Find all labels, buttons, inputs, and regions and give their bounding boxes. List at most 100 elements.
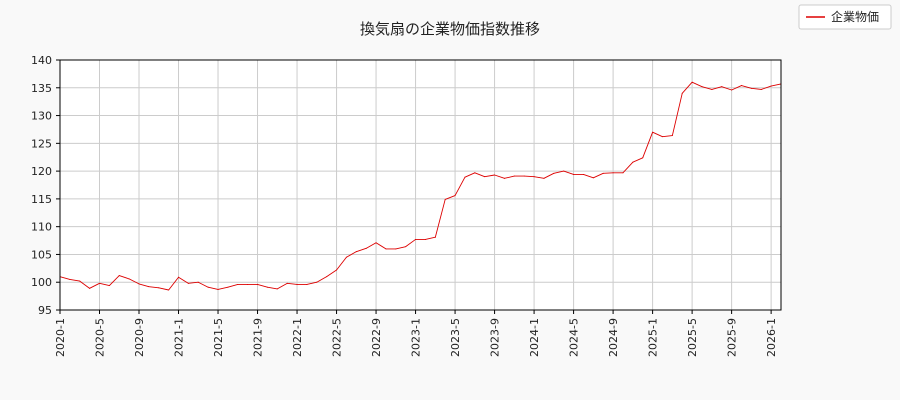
y-tick-label: 115 [31, 193, 52, 206]
data-point [385, 248, 387, 250]
plot-frame [59, 59, 782, 311]
x-tick-label: 2026-1 [765, 318, 778, 357]
y-tick-label: 130 [31, 110, 52, 123]
data-point [99, 282, 101, 284]
data-point [543, 177, 545, 179]
y-tick-label: 95 [38, 304, 52, 317]
data-point [444, 198, 446, 200]
data-point [345, 256, 347, 258]
data-point [770, 85, 772, 87]
data-point [484, 176, 486, 178]
x-tick-label: 2022-5 [331, 318, 344, 357]
plot-area [60, 60, 781, 310]
x-tick-label: 2023-5 [449, 318, 462, 357]
data-point [118, 275, 120, 277]
x-tick-label: 2020-1 [54, 318, 67, 357]
data-point [178, 276, 180, 278]
y-tick-label: 100 [31, 276, 52, 289]
x-tick-label: 2022-1 [291, 318, 304, 357]
data-point [355, 251, 357, 253]
data-point [69, 278, 71, 280]
data-point [158, 287, 160, 289]
y-tick-label: 120 [31, 165, 52, 178]
series-layer [59, 81, 782, 291]
data-point [533, 176, 535, 178]
data-point [365, 247, 367, 249]
data-point [306, 283, 308, 285]
data-point [652, 131, 654, 133]
data-point [582, 173, 584, 175]
data-point [553, 172, 555, 174]
x-tick-label: 2024-1 [528, 318, 541, 357]
data-point [138, 283, 140, 285]
data-point [464, 176, 466, 178]
data-point [642, 157, 644, 159]
data-point [296, 283, 298, 285]
data-point [750, 87, 752, 89]
x-tick-label: 2023-1 [410, 318, 423, 357]
data-point [563, 170, 565, 172]
data-point [187, 282, 189, 284]
data-point [592, 177, 594, 179]
data-point [632, 161, 634, 163]
data-point [474, 172, 476, 174]
data-point [257, 283, 259, 285]
data-point [266, 286, 268, 288]
axes: 95 100 105 110 115 120 125 130 135 140 2020-1 2020-… [31, 54, 778, 357]
data-point [217, 288, 219, 290]
x-tick-label: 2024-9 [607, 318, 620, 357]
data-point [108, 285, 110, 287]
data-point [336, 269, 338, 271]
x-tick-label: 2025-9 [726, 318, 739, 357]
data-point [622, 172, 624, 174]
data-point [276, 288, 278, 290]
data-point [424, 238, 426, 240]
data-point [227, 286, 229, 288]
data-point [513, 175, 515, 177]
data-point [573, 173, 575, 175]
data-point [247, 283, 249, 285]
chart-title: 換気扇の企業物価指数推移 [360, 20, 540, 38]
data-point [197, 281, 199, 283]
data-point [415, 238, 417, 240]
x-tick-label: 2025-5 [686, 318, 699, 357]
data-point [701, 86, 703, 88]
data-point [168, 289, 170, 291]
data-point [602, 172, 604, 174]
data-point [79, 280, 81, 282]
data-point [207, 286, 209, 288]
data-point [316, 281, 318, 283]
data-point [286, 282, 288, 284]
data-point [237, 283, 239, 285]
x-tick-label: 2022-9 [370, 318, 383, 357]
x-tick-label: 2024-5 [568, 318, 581, 357]
y-tick-label: 105 [31, 248, 52, 261]
data-point [721, 86, 723, 88]
data-point [691, 81, 693, 83]
data-point [711, 88, 713, 90]
data-point [434, 236, 436, 238]
data-point [405, 246, 407, 248]
data-point [148, 286, 150, 288]
data-point [89, 287, 91, 289]
data-point [395, 248, 397, 250]
x-tick-label: 2025-1 [647, 318, 660, 357]
data-point [503, 177, 505, 179]
legend-label: 企業物価 [831, 9, 879, 24]
x-tick-label: 2021-5 [212, 318, 225, 357]
x-tick-label: 2020-9 [133, 318, 146, 357]
y-tick-label: 135 [31, 82, 52, 95]
x-tick-label: 2021-9 [252, 318, 265, 357]
x-tick-label: 2021-1 [173, 318, 186, 357]
data-point [671, 135, 673, 137]
data-point [612, 172, 614, 174]
grid [59, 59, 781, 311]
x-tick-label: 2023-9 [489, 318, 502, 357]
legend-box [798, 4, 892, 30]
data-point [661, 136, 663, 138]
data-point [731, 89, 733, 91]
y-tick-label: 125 [31, 137, 52, 150]
data-point [681, 92, 683, 94]
data-point [375, 242, 377, 244]
